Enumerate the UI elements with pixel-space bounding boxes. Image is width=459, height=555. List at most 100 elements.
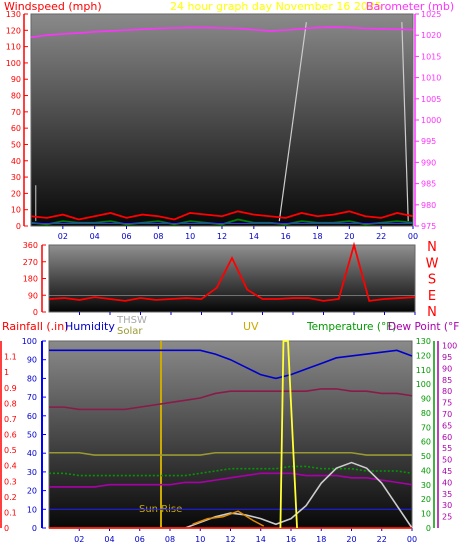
humidity-tick-label: 90 xyxy=(27,356,37,365)
temp-tick-label: 65 xyxy=(442,421,452,430)
wind-barometer-panel: Windspeed (mph) 24 hour graph day Novemb… xyxy=(4,0,454,241)
compass-label: S xyxy=(428,273,436,288)
temp-tick-label: 45 xyxy=(442,467,452,476)
top-x-tick-label: 12 xyxy=(217,232,227,241)
uv-tick-label: 130 xyxy=(416,337,431,346)
humidity-tick-label: 70 xyxy=(27,393,37,402)
rain-tick-label: 0.9 xyxy=(4,384,17,393)
temperature-label: Temperature (°F) xyxy=(306,321,396,333)
temp-tick-label: 90 xyxy=(442,364,452,373)
temp-tick-label: 70 xyxy=(442,410,452,419)
wind-avg-line xyxy=(30,218,414,226)
bottom-plot-area xyxy=(48,340,413,529)
mid-left-tick-label: 270 xyxy=(23,258,38,267)
top-right-tick-label: 995 xyxy=(421,137,436,146)
compass-label: N xyxy=(427,305,437,320)
uv-tick-label: 110 xyxy=(416,366,431,375)
wind-gust-line xyxy=(30,210,414,221)
windspeed-title: Windspeed (mph) xyxy=(4,0,102,13)
temp-tick-label: 60 xyxy=(442,433,452,442)
temp-tick-label: 95 xyxy=(442,353,452,362)
humidity-tick-label: 0 xyxy=(32,524,37,533)
humidity-tick-label: 60 xyxy=(27,412,37,421)
bot-x-tick-label: 18 xyxy=(316,535,326,544)
rain-tick-label: 0.3 xyxy=(4,477,17,486)
top-x-tick-label: 18 xyxy=(312,232,322,241)
top-right-tick-label: 1005 xyxy=(421,95,441,104)
top-right-tick-label: 975 xyxy=(421,222,436,231)
uv-tick-label: 80 xyxy=(421,409,431,418)
top-x-tick-label: 16 xyxy=(281,232,291,241)
top-left-tick-label: 70 xyxy=(11,108,21,117)
temp-tick-label: 35 xyxy=(442,490,452,499)
solar-activity-line xyxy=(192,510,265,527)
uv-tick-label: 50 xyxy=(421,452,431,461)
humidity-tick-label: 40 xyxy=(27,449,37,458)
bot-x-tick-label: 22 xyxy=(377,535,387,544)
rain-tick-label: 0.6 xyxy=(4,431,17,440)
rain-tick-label: 0.2 xyxy=(4,493,17,502)
uv-tick-label: 60 xyxy=(421,438,431,447)
top-left-tick-label: 40 xyxy=(11,157,21,166)
graph-title: 24 hour graph day November 16 2025 xyxy=(170,0,382,13)
uv-label: UV xyxy=(243,320,259,333)
dew-point-line xyxy=(49,472,413,488)
uv-tick-label: 100 xyxy=(416,380,431,389)
compass-label: W xyxy=(426,256,439,271)
top-x-tick-label: 06 xyxy=(121,232,131,241)
mid-left-tick-label: 0 xyxy=(33,308,38,317)
humidity-tick-label: 50 xyxy=(27,431,37,440)
mid-left-tick-label: 180 xyxy=(23,275,38,284)
uv-tick-label: 120 xyxy=(416,351,431,360)
mid-plot-area xyxy=(48,244,416,313)
top-x-tick-label: 22 xyxy=(376,232,386,241)
thsw-line xyxy=(49,451,412,456)
top-x-tick-label: 14 xyxy=(249,232,259,241)
rain-tick-label: 0.8 xyxy=(4,399,17,408)
top-left-tick-label: 50 xyxy=(11,140,21,149)
humidity-tick-label: 10 xyxy=(27,505,37,514)
humidity-label: Humidity xyxy=(65,320,115,333)
top-x-tick-label: 04 xyxy=(90,232,100,241)
temp-tick-label: 50 xyxy=(442,456,452,465)
top-right-tick-label: 1020 xyxy=(421,31,441,40)
bot-x-tick-label: 00 xyxy=(407,535,417,544)
rain-tick-label: 0.1 xyxy=(4,508,17,517)
bot-x-tick-label: 06 xyxy=(135,535,145,544)
top-x-tick-label: 20 xyxy=(344,232,354,241)
top-left-tick-label: 20 xyxy=(11,189,21,198)
humidity-tick-label: 20 xyxy=(27,487,37,496)
bot-x-tick-label: 04 xyxy=(104,535,114,544)
temp-humidity-panel: Rainfall (.in) Humidity THSW Solar UV Te… xyxy=(0,315,459,544)
top-right-tick-label: 1010 xyxy=(421,74,441,83)
temp-tick-label: 80 xyxy=(442,387,452,396)
top-left-tick-label: 120 xyxy=(6,26,21,35)
barometer-line xyxy=(30,26,414,39)
barometer-title: Barometer (mb) xyxy=(366,0,454,13)
rain-tick-label: 0.4 xyxy=(4,462,17,471)
bot-x-tick-label: 14 xyxy=(256,535,266,544)
top-left-tick-label: 30 xyxy=(11,173,21,182)
uv-tick-label: 90 xyxy=(421,395,431,404)
top-right-tick-label: 1025 xyxy=(421,10,441,19)
top-left-tick-label: 0 xyxy=(16,222,21,231)
top-right-tick-label: 1000 xyxy=(421,116,441,125)
uv-tick-label: 30 xyxy=(421,481,431,490)
humidity-tick-label: 100 xyxy=(22,337,37,346)
temperature-line xyxy=(49,465,413,477)
rain-tick-label: 0.7 xyxy=(4,415,17,424)
top-left-tick-label: 100 xyxy=(6,59,21,68)
temp-tick-label: 25 xyxy=(442,513,452,522)
temp-tick-label: 75 xyxy=(442,399,452,408)
top-x-tick-label: 00 xyxy=(408,232,418,241)
uv-tick-label: 70 xyxy=(421,423,431,432)
top-right-tick-label: 1015 xyxy=(421,52,441,61)
rain-tick-label: 1.1 xyxy=(4,353,17,362)
rain-tick-label: 0 xyxy=(4,524,9,533)
bot-x-tick-label: 20 xyxy=(346,535,356,544)
top-left-tick-label: 130 xyxy=(6,10,21,19)
top-right-tick-label: 990 xyxy=(421,158,436,167)
gust-spike-line xyxy=(278,22,307,222)
temp-tick-label: 100 xyxy=(442,342,457,351)
